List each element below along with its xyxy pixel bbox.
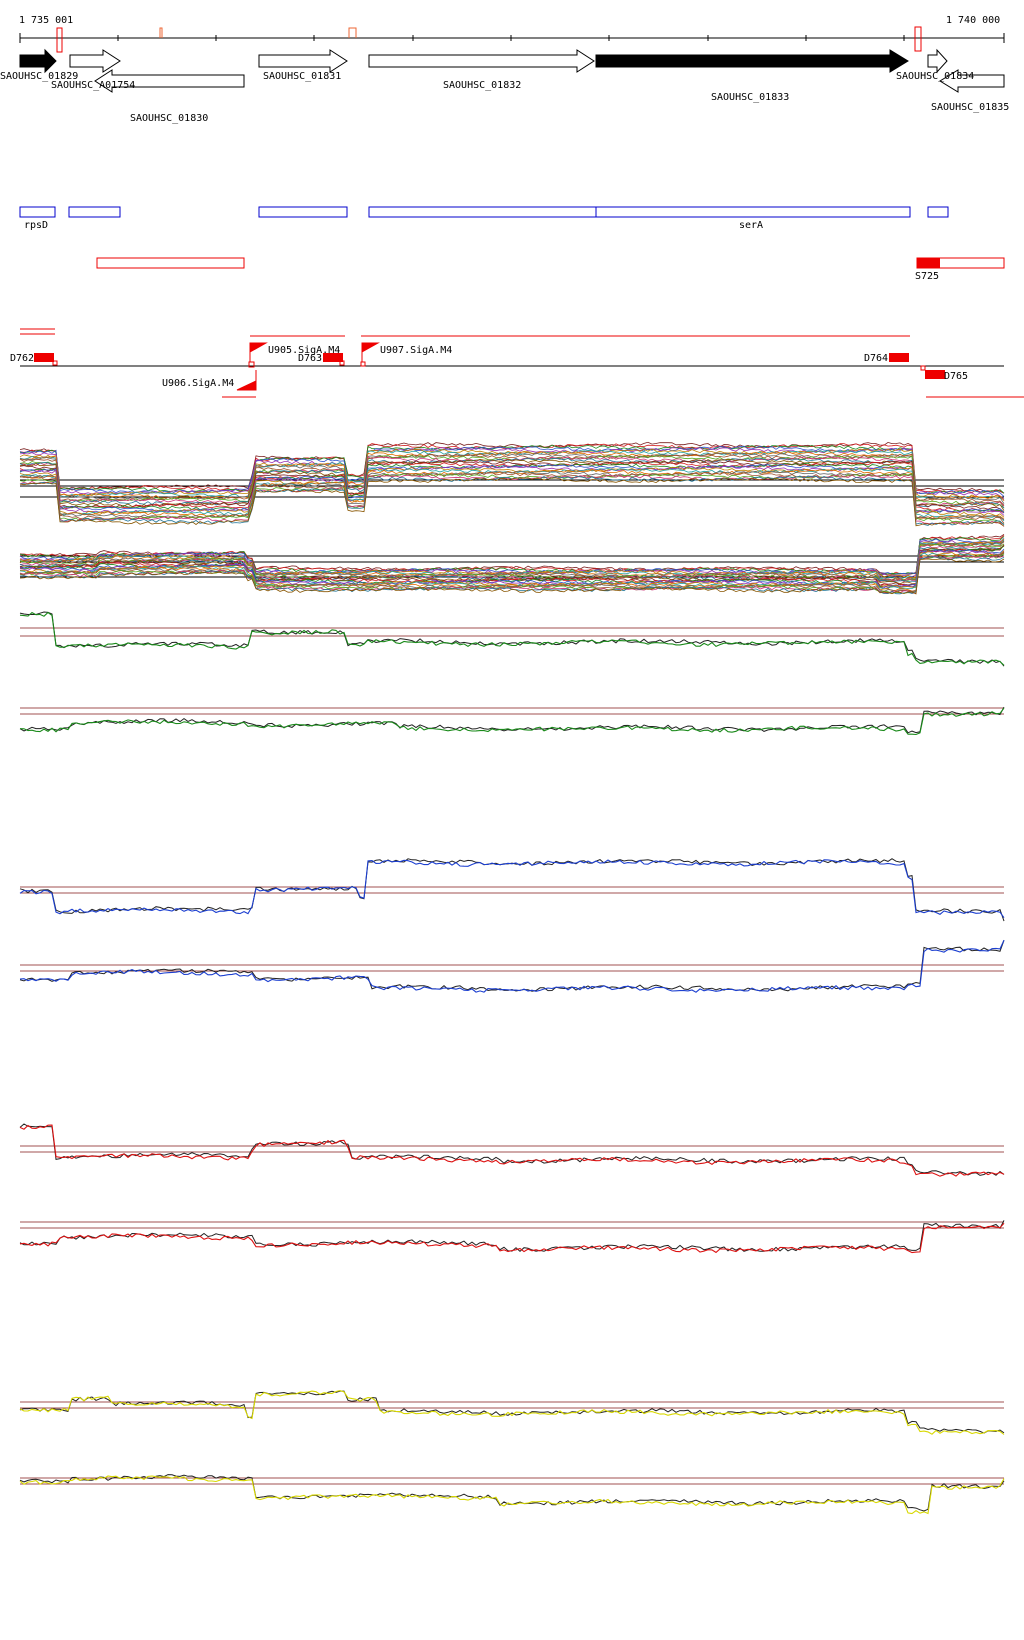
expression-multi-tracks bbox=[19, 441, 1005, 595]
profile-line bbox=[19, 451, 1005, 501]
profile-line bbox=[19, 470, 1005, 520]
terminator-marker[interactable] bbox=[34, 353, 54, 362]
ruler-start-label: 1 735 001 bbox=[19, 15, 73, 26]
gene-label: SAOUHSC_01829 bbox=[0, 71, 78, 82]
terminator-label: D764 bbox=[864, 353, 888, 364]
gene-arrow[interactable] bbox=[258, 49, 348, 73]
profile-line bbox=[19, 1390, 1005, 1435]
gene-arrow[interactable] bbox=[595, 49, 909, 73]
profile-line-reference bbox=[19, 1220, 1005, 1252]
profile-line bbox=[19, 707, 1005, 736]
profile-line bbox=[19, 466, 1005, 518]
annotation-label: rpsD bbox=[24, 220, 48, 231]
profile-line bbox=[19, 445, 1005, 497]
profile-line bbox=[19, 462, 1005, 513]
profile-line-reference bbox=[19, 1474, 1005, 1512]
gene-label: SAOUHSC_01833 bbox=[711, 92, 789, 103]
profile-line bbox=[19, 473, 1005, 525]
gene-label: SAOUHSC_01832 bbox=[443, 80, 521, 91]
blue-annotation-track: rpsD serA bbox=[19, 206, 949, 231]
profile-line bbox=[19, 545, 1005, 588]
annotation-box-filled[interactable] bbox=[917, 258, 940, 268]
promoter-flag[interactable] bbox=[361, 342, 380, 362]
profile-line bbox=[19, 457, 1005, 509]
profile-line bbox=[19, 441, 1005, 494]
profile-line bbox=[19, 465, 1005, 516]
annotation-box[interactable] bbox=[68, 206, 121, 218]
gene-track: SAOUHSC_01829 SAOUHSC_A01754 SAOUHSC_018… bbox=[0, 48, 1009, 124]
annotation-label: serA bbox=[739, 220, 763, 231]
profile-line bbox=[19, 477, 1005, 527]
annotation-box[interactable] bbox=[258, 206, 348, 218]
ruler-marker bbox=[348, 27, 357, 38]
profile-line bbox=[19, 474, 1005, 527]
profile-line bbox=[19, 859, 1005, 919]
terminator-label: D762 bbox=[10, 353, 34, 364]
gene-arrow[interactable] bbox=[939, 69, 1005, 93]
promoter-label: U907.SigA.M4 bbox=[380, 345, 452, 356]
gene-arrow[interactable] bbox=[19, 48, 57, 74]
gene-arrow[interactable] bbox=[69, 49, 121, 73]
expression-pair-tracks bbox=[19, 611, 1005, 1515]
profile-line bbox=[19, 1475, 1005, 1515]
profile-line bbox=[19, 611, 1005, 666]
gene-label: SAOUHSC_01834 bbox=[896, 71, 974, 82]
profile-line-reference bbox=[19, 1390, 1005, 1434]
profile-line bbox=[19, 558, 1005, 595]
annotation-box[interactable] bbox=[19, 206, 56, 218]
terminator-marker[interactable] bbox=[889, 353, 909, 362]
gene-arrow[interactable] bbox=[927, 48, 948, 74]
gene-arrow[interactable] bbox=[94, 69, 245, 93]
red-annotation-track: S725 bbox=[96, 257, 1005, 282]
gene-label: SAOUHSC_01831 bbox=[263, 71, 341, 82]
terminator-label: D765 bbox=[944, 371, 968, 382]
terminator-label: D763 bbox=[298, 353, 322, 364]
profile-line bbox=[19, 464, 1005, 514]
profile-line-reference bbox=[19, 858, 1005, 922]
profile-line bbox=[19, 1222, 1005, 1254]
promoter-label: U905.SigA.M4 bbox=[268, 345, 340, 356]
annotation-label: S725 bbox=[915, 271, 939, 282]
profile-line bbox=[19, 447, 1005, 500]
gene-arrow[interactable] bbox=[368, 49, 595, 73]
promoter-flag[interactable] bbox=[249, 342, 268, 362]
profile-line bbox=[19, 553, 1005, 592]
promoter-label: U906.SigA.M4 bbox=[162, 378, 234, 389]
ruler-marker bbox=[56, 27, 63, 53]
promoter-flag[interactable] bbox=[236, 370, 257, 391]
profile-line bbox=[19, 469, 1005, 520]
profile-line bbox=[19, 453, 1005, 506]
profile-line-reference bbox=[19, 611, 1005, 667]
terminator-marker[interactable] bbox=[323, 353, 343, 362]
profile-line bbox=[19, 458, 1005, 511]
annotation-box[interactable] bbox=[368, 206, 597, 218]
gene-label: SAOUHSC_A01754 bbox=[51, 80, 135, 91]
annotation-box[interactable] bbox=[96, 257, 245, 269]
gene-label: SAOUHSC_01830 bbox=[130, 113, 208, 124]
profile-line bbox=[19, 544, 1005, 583]
annotation-box[interactable] bbox=[927, 206, 949, 218]
terminator-marker[interactable] bbox=[925, 370, 945, 379]
profile-line bbox=[19, 543, 1005, 582]
gene-label: SAOUHSC_01835 bbox=[931, 102, 1009, 113]
profile-line-reference bbox=[19, 940, 1005, 992]
ruler-marker bbox=[914, 26, 922, 52]
promoter-terminator-track: D762 D763 D764 D765 U905.SigA.M4 U906.Si… bbox=[10, 328, 1024, 398]
profile-line bbox=[19, 550, 1005, 589]
annotation-box[interactable] bbox=[595, 206, 911, 218]
ruler-marker bbox=[159, 27, 163, 38]
profile-line bbox=[19, 939, 1005, 993]
ruler-end-label: 1 740 000 bbox=[946, 15, 1000, 26]
coordinate-ruler: 1 735 001 1 740 000 bbox=[19, 15, 1005, 53]
profile-line bbox=[19, 1124, 1005, 1177]
profile-line bbox=[19, 538, 1005, 581]
profile-line-reference bbox=[19, 1123, 1005, 1176]
